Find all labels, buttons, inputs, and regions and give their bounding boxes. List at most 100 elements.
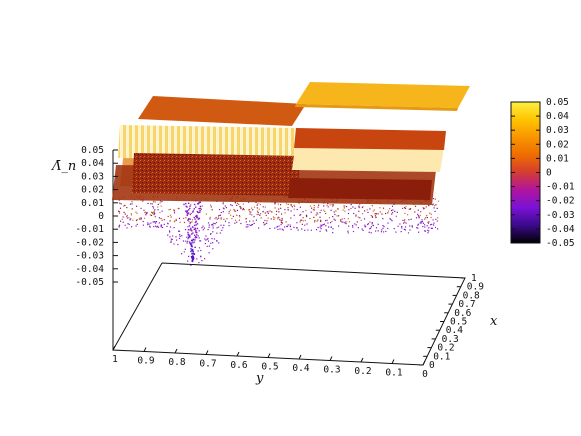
scatter-point: [225, 207, 227, 209]
scatter-point: [271, 211, 273, 213]
scatter-point: [210, 233, 212, 235]
scatter-point: [382, 227, 384, 229]
scatter-point: [404, 229, 406, 231]
scatter-point: [197, 235, 199, 237]
scatter-point: [124, 213, 126, 215]
scatter-point: [262, 211, 264, 213]
scatter-point: [253, 206, 256, 208]
scatter-point: [262, 206, 264, 208]
scatter-point: [221, 229, 223, 231]
scatter-point: [352, 206, 354, 208]
scatter-point: [385, 230, 387, 232]
scatter-point: [377, 230, 379, 232]
scatter-point: [204, 243, 206, 245]
scatter-point: [207, 222, 210, 224]
scatter-point: [424, 226, 426, 228]
scatter-point: [145, 214, 147, 216]
spike-point: [187, 212, 190, 214]
scatter-point: [198, 247, 201, 249]
scatter-point: [240, 207, 242, 209]
scatter-point: [374, 215, 376, 217]
scatter-point: [200, 208, 202, 210]
scatter-point: [301, 219, 303, 221]
scatter-point: [175, 218, 177, 220]
scatter-point: [357, 227, 359, 229]
scatter-point: [426, 217, 428, 219]
scatter-point: [192, 226, 194, 228]
scatter-point: [427, 222, 429, 224]
scatter-point: [427, 229, 429, 231]
scatter-point: [369, 221, 371, 223]
scatter-point: [432, 219, 434, 221]
scatter-point: [297, 229, 299, 231]
scatter-point: [183, 221, 186, 224]
scatter-point: [382, 207, 385, 209]
scatter-point: [142, 220, 144, 223]
scatter-point: [430, 227, 432, 229]
scatter-point: [316, 220, 318, 222]
scatter-point: [238, 219, 240, 221]
z-axis-label: Λ̄_n: [51, 159, 76, 174]
scatter-point: [343, 205, 345, 207]
spike-point: [199, 211, 201, 213]
scatter-point: [290, 203, 292, 206]
scatter-point: [242, 203, 244, 205]
scatter-point: [158, 217, 160, 219]
scatter-point: [267, 217, 269, 219]
scatter-point: [236, 209, 238, 211]
scatter-point: [140, 207, 142, 209]
scatter-point: [429, 212, 431, 214]
scatter-point: [342, 221, 344, 223]
scatter-point: [347, 232, 349, 234]
scatter-point: [222, 203, 224, 205]
scatter-point: [335, 210, 337, 212]
scatter-point: [320, 224, 322, 226]
scatter-point: [135, 211, 137, 213]
scatter-point: [211, 238, 213, 240]
scatter-point: [177, 243, 179, 246]
scatter-point: [140, 219, 142, 221]
scatter-point: [373, 209, 375, 211]
spike-point: [191, 239, 193, 242]
y-tick-mark: [205, 350, 209, 355]
scatter-point: [379, 211, 381, 213]
scatter-point: [374, 213, 376, 215]
scatter-point: [153, 214, 155, 216]
scatter-point: [245, 218, 247, 220]
scatter-point: [280, 204, 282, 206]
scatter-point: [152, 206, 154, 208]
scatter-point: [210, 242, 212, 244]
scatter-point: [390, 209, 393, 212]
colorbar-tick-label: -0.01: [546, 182, 575, 193]
scatter-point: [147, 202, 149, 204]
scatter-point: [253, 222, 255, 224]
scatter-point: [306, 216, 308, 218]
scatter-point: [330, 226, 332, 228]
scatter-point: [211, 209, 213, 211]
scatter-point: [222, 211, 224, 213]
scatter-point: [287, 209, 289, 211]
scatter-point: [149, 214, 151, 216]
scatter-point: [319, 211, 321, 214]
scatter-point: [287, 203, 289, 205]
scatter-point: [393, 228, 395, 230]
z-tick-label: 0.01: [81, 198, 104, 209]
y-tick-mark: [174, 348, 178, 354]
scatter-point: [181, 235, 183, 237]
scatter-point: [240, 222, 242, 225]
scatter-point: [150, 214, 153, 216]
scatter-point: [155, 225, 157, 227]
scatter-point: [183, 217, 185, 219]
scatter-point: [190, 264, 192, 266]
spike-point: [190, 242, 192, 244]
scatter-point: [289, 226, 291, 228]
scatter-point: [281, 219, 283, 221]
spike-point: [186, 211, 188, 214]
z-tick-label: 0.03: [81, 171, 104, 182]
scatter-point: [337, 208, 339, 210]
colorbar-tick-label: 0.02: [546, 139, 569, 150]
scatter-point: [248, 224, 250, 226]
spike-point: [188, 225, 191, 227]
scatter-point: [289, 224, 291, 226]
scatter-point: [160, 225, 162, 227]
